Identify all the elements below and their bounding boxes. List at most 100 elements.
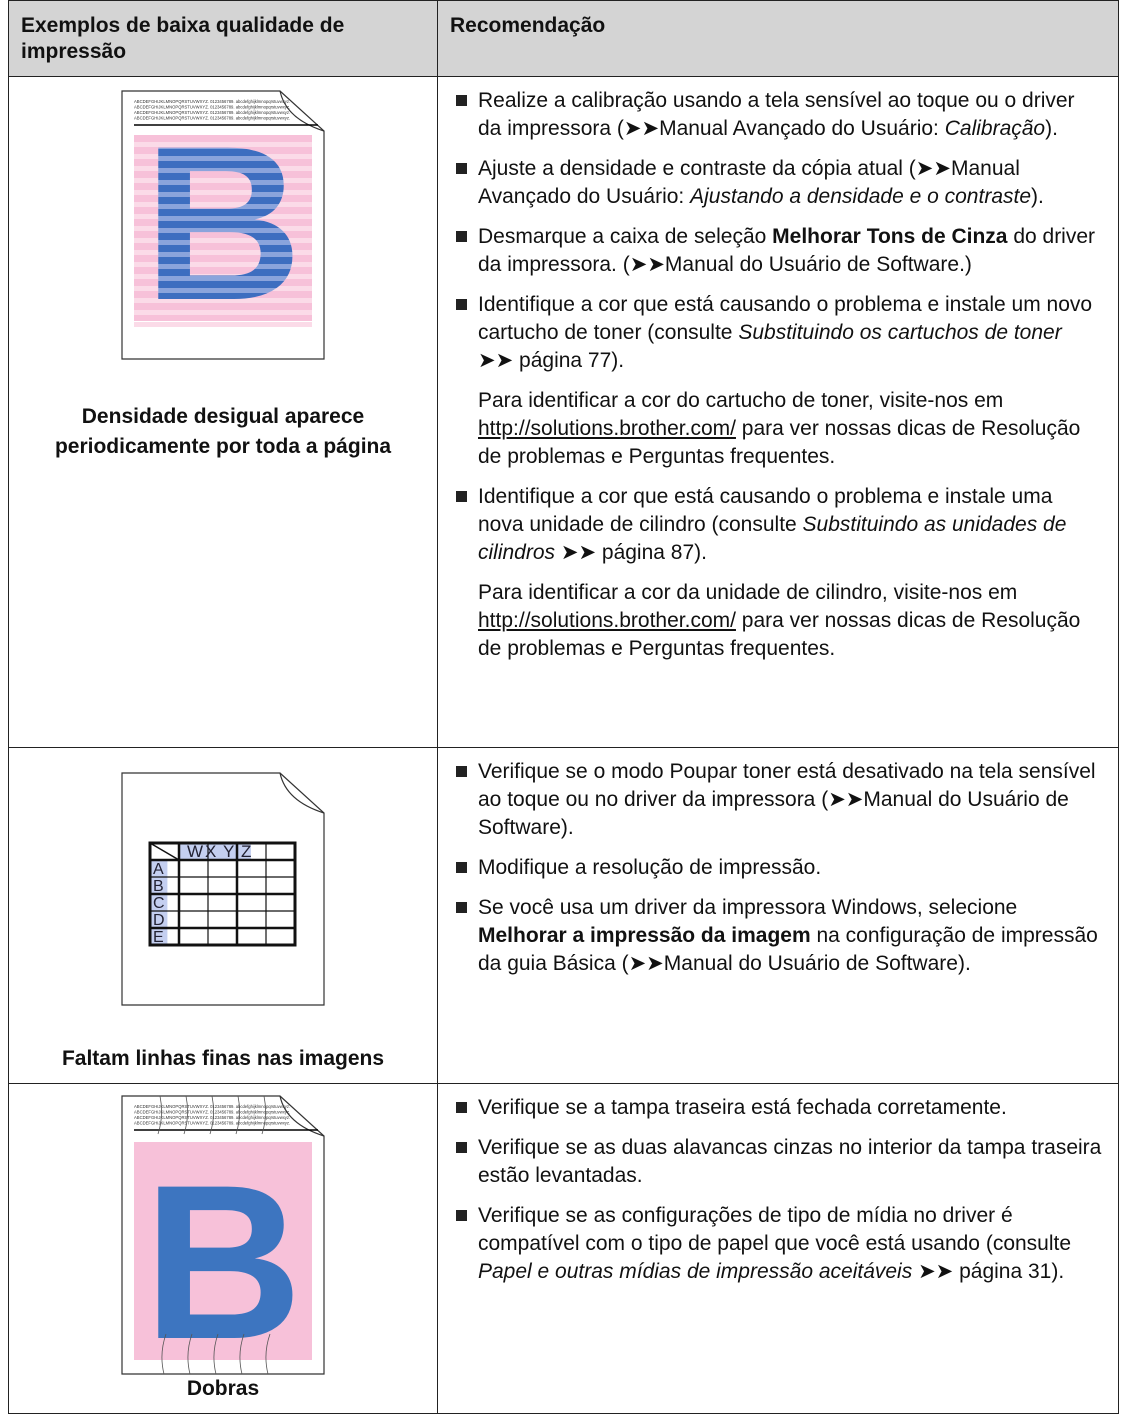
text: ➤➤ página 77). bbox=[478, 349, 625, 372]
paragraph: Desmarque a caixa de seleção Melhorar To… bbox=[478, 223, 1102, 279]
example-cell: ABCDEFGHIJKLMNOPQRSTUVWXYZ. 0123456789. … bbox=[8, 1083, 438, 1414]
text: Identifique a cor que está causando o pr… bbox=[478, 293, 1093, 344]
paragraph: Identifique a cor que está causando o pr… bbox=[478, 483, 1102, 567]
sample-text: ABCDEFGHIJKLMNOPQRSTUVWXYZ. 0123456789. … bbox=[134, 99, 290, 104]
bullet bbox=[456, 163, 467, 174]
header-row-bg bbox=[179, 843, 251, 860]
bullet bbox=[456, 491, 467, 502]
example-caption: Densidade desigual aparece periodicament… bbox=[54, 405, 392, 458]
sample-text: ABCDEFGHIJKLMNOPQRSTUVWXYZ. 0123456789. … bbox=[134, 1115, 290, 1120]
paragraph: Para identificar a cor do cartucho de to… bbox=[478, 387, 1102, 471]
paragraph: Verifique se a tampa traseira está fecha… bbox=[478, 1094, 1102, 1122]
sample-text: ABCDEFGHIJKLMNOPQRSTUVWXYZ. 0123456789. … bbox=[134, 110, 290, 115]
pink-stripe bbox=[134, 202, 312, 207]
grid-col-label: W bbox=[187, 842, 203, 861]
grid-row-label: A bbox=[153, 861, 164, 878]
recommendation-item: Se você usa um driver da impressora Wind… bbox=[456, 894, 1102, 978]
paragraph: Verifique se as configurações de tipo de… bbox=[478, 1202, 1102, 1286]
text: Realize a calibração usando a tela sensí… bbox=[478, 89, 1075, 140]
text: do driver da impressora. (➤➤Manual do Us… bbox=[478, 225, 1096, 276]
row: ABCDEFGHIJKLMNOPQRSTUVWXYZ. 0123456789. … bbox=[8, 1083, 1119, 1414]
pink-stripe bbox=[134, 286, 312, 291]
text-link[interactable]: http://solutions.brother.com/ bbox=[478, 609, 736, 632]
header-cell: Recomendação bbox=[437, 0, 1119, 77]
text: Ajuste a densidade e contraste da cópia … bbox=[478, 157, 1020, 208]
recommendation-item: Verifique se o modo Poupar toner está de… bbox=[456, 758, 1102, 842]
row: ABCDEFGHIJKLMNOPQRSTUVWXYZ. 0123456789. … bbox=[8, 76, 1119, 748]
page-illustration: ABCDEFGHIJKLMNOPQRSTUVWXYZ. 0123456789. … bbox=[121, 1095, 325, 1385]
bullet bbox=[456, 1142, 467, 1153]
text: Para identificar a cor do cartucho de to… bbox=[478, 389, 1004, 412]
recommendation-item: Identifique a cor que está causando o pr… bbox=[456, 291, 1102, 471]
crease bbox=[235, 1095, 245, 1375]
diag bbox=[149, 842, 180, 861]
crease bbox=[261, 1095, 271, 1375]
pink-stripe bbox=[134, 250, 312, 255]
bullet bbox=[456, 299, 467, 310]
text: ➤➤ página 31). bbox=[912, 1260, 1065, 1283]
pink-stripe bbox=[134, 322, 312, 327]
text: Verifique se as configurações de tipo de… bbox=[478, 1204, 1072, 1255]
page-outline bbox=[121, 772, 325, 1006]
pink-area bbox=[134, 1142, 312, 1360]
page-illustration: ABCDEFGHIJKLMNOPQRSTUVWXYZ. 0123456789. … bbox=[121, 90, 325, 360]
pink-stripe bbox=[134, 238, 312, 243]
page-fold bbox=[279, 772, 325, 814]
text: ). bbox=[1031, 185, 1044, 208]
recommendation-item: Identifique a cor que está causando o pr… bbox=[456, 483, 1102, 663]
grid-row-label: D bbox=[153, 912, 165, 929]
paragraph: Verifique se as duas alavancas cinzas no… bbox=[478, 1134, 1102, 1190]
paragraph: Realize a calibração usando a tela sensí… bbox=[478, 87, 1102, 143]
text: para ver nossas dicas de Resolução de pr… bbox=[478, 417, 1081, 468]
recommendation-item: Realize a calibração usando a tela sensí… bbox=[456, 87, 1102, 143]
text: Se você usa um driver da impressora Wind… bbox=[478, 896, 1018, 919]
troubleshooting-table: Exemplos de baixa qualidade de impressão… bbox=[8, 0, 1119, 1414]
text: Desmarque a caixa de seleção bbox=[478, 225, 773, 248]
header-row: Exemplos de baixa qualidade de impressão… bbox=[8, 0, 1119, 77]
header-col-bg bbox=[150, 860, 168, 945]
recommendation-cell: Verifique se o modo Poupar toner está de… bbox=[437, 747, 1119, 1084]
text: ). bbox=[1045, 117, 1058, 140]
text: Para identificar a cor da unidade de cil… bbox=[478, 581, 1018, 604]
pink-stripe bbox=[134, 142, 312, 147]
grid-col-label: Z bbox=[241, 842, 251, 861]
paragraph: Modifique a resolução de impressão. bbox=[478, 854, 1102, 882]
pink-stripe bbox=[134, 178, 312, 183]
pink-stripe bbox=[134, 190, 312, 195]
bullet bbox=[456, 1102, 467, 1113]
sample-text: ABCDEFGHIJKLMNOPQRSTUVWXYZ. 0123456789. … bbox=[134, 1104, 290, 1109]
text-link[interactable]: http://solutions.brother.com/ bbox=[478, 417, 736, 440]
paragraph: Identifique a cor que está causando o pr… bbox=[478, 291, 1102, 375]
paragraph: Ajuste a densidade e contraste da cópia … bbox=[478, 155, 1102, 211]
pink-stripe bbox=[134, 226, 312, 231]
example-caption: Faltam linhas finas nas imagens bbox=[61, 1047, 385, 1070]
pink-stripe bbox=[134, 154, 312, 159]
recommendation-item: Verifique se as duas alavancas cinzas no… bbox=[456, 1134, 1102, 1190]
sample-text: ABCDEFGHIJKLMNOPQRSTUVWXYZ. 0123456789. … bbox=[134, 116, 290, 121]
bullet bbox=[456, 1210, 467, 1221]
page-fold bbox=[279, 1095, 325, 1137]
page-fold bbox=[279, 90, 325, 132]
recommendation-item: Modifique a resolução de impressão. bbox=[456, 854, 1102, 882]
text-bold: Melhorar Tons de Cinza bbox=[772, 225, 1008, 248]
recommendation-item: Verifique se as configurações de tipo de… bbox=[456, 1202, 1102, 1286]
sample-text: ABCDEFGHIJKLMNOPQRSTUVWXYZ. 0123456789. … bbox=[134, 1121, 290, 1126]
paragraph: Se você usa um driver da impressora Wind… bbox=[478, 894, 1102, 978]
header-cell: Exemplos de baixa qualidade de impressão bbox=[8, 0, 438, 77]
recommendation-cell: Verifique se a tampa traseira está fecha… bbox=[437, 1083, 1119, 1414]
bullet bbox=[456, 902, 467, 913]
text-italic: Substituindo as unidades de cilindros bbox=[478, 513, 1067, 564]
text: ➤➤ página 87). bbox=[555, 541, 707, 564]
example-caption: Dobras bbox=[186, 1377, 260, 1400]
text-italic: Ajustando a densidade e o contraste bbox=[690, 185, 1032, 208]
grid-row-label: E bbox=[153, 929, 164, 946]
paragraph: Para identificar a cor da unidade de cil… bbox=[478, 579, 1102, 663]
bullet bbox=[456, 95, 467, 106]
recommendation-item: Ajuste a densidade e contraste da cópia … bbox=[456, 155, 1102, 211]
text: Identifique a cor que está causando o pr… bbox=[478, 485, 1053, 536]
sample-text: ABCDEFGHIJKLMNOPQRSTUVWXYZ. 0123456789. … bbox=[134, 1110, 290, 1115]
text-italic: Papel e outras mídias de impressão aceit… bbox=[478, 1260, 913, 1283]
recommendation-cell: Realize a calibração usando a tela sensí… bbox=[437, 76, 1119, 748]
